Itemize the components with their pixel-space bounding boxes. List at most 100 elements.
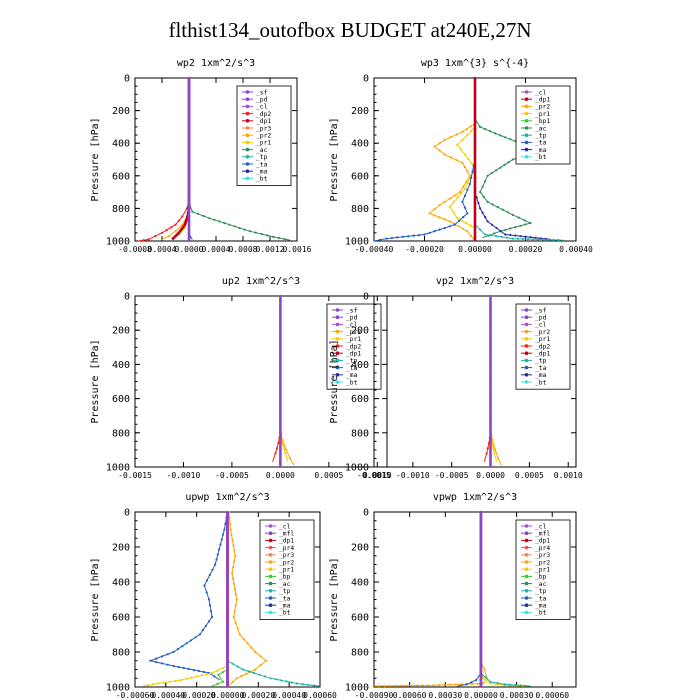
series-marker (479, 530, 482, 534)
series-marker (479, 620, 482, 624)
series-marker (206, 579, 209, 582)
series-marker (468, 182, 471, 185)
series-marker (476, 682, 479, 685)
series-marker (252, 671, 256, 675)
series-marker (174, 679, 177, 683)
panel-wp2: wp2 1xm^2/s^3 Pressure [hPa] 0 200 400 600 800… (90, 58, 312, 254)
series-marker (489, 445, 492, 448)
legend-marker (524, 538, 529, 543)
series-marker (473, 107, 477, 110)
series-marker (504, 136, 507, 139)
series-marker (254, 231, 257, 234)
series-marker (211, 568, 214, 571)
series-marker (231, 662, 234, 665)
series-marker (279, 430, 282, 433)
series-marker (479, 570, 482, 574)
series-marker (467, 157, 470, 161)
series-marker (473, 117, 477, 120)
series-marker (473, 189, 477, 192)
legend-marker (335, 380, 340, 384)
legend-marker (524, 97, 529, 101)
series-marker (172, 650, 175, 654)
series-marker (210, 610, 213, 613)
series-marker (279, 410, 282, 413)
series-marker (241, 668, 244, 671)
legend-entry: _bt (256, 176, 268, 183)
series-marker (226, 670, 229, 674)
series-marker (160, 662, 164, 665)
series-marker (279, 340, 282, 343)
series-marker (484, 233, 487, 236)
series-marker (519, 224, 522, 227)
series-marker (466, 182, 469, 185)
series-marker (473, 148, 477, 151)
series-marker (489, 682, 492, 685)
series-marker (412, 234, 415, 237)
series-marker (479, 555, 482, 559)
x-tick-label: 0.00040 (272, 691, 306, 700)
series-marker (279, 445, 282, 448)
series-marker (279, 365, 282, 368)
series-marker (226, 535, 229, 539)
series-marker (514, 684, 517, 687)
series-marker (460, 148, 463, 151)
legend-marker (524, 322, 529, 327)
series-marker (187, 117, 191, 120)
legend-entry: _ta (535, 140, 547, 147)
series-marker (187, 229, 191, 232)
series-marker (405, 684, 408, 687)
series-marker (503, 683, 506, 686)
series-marker (226, 510, 229, 514)
series-marker (208, 573, 211, 577)
series-line-pr1 (142, 512, 228, 687)
series-marker (473, 76, 477, 80)
series-marker (473, 102, 477, 105)
legend-marker (524, 308, 529, 312)
series-marker (524, 235, 527, 238)
y-tick-label: 400 (112, 578, 130, 589)
legend-entry: _cl (535, 523, 547, 530)
x-tick-label: 0.00060 (303, 691, 337, 700)
series-marker (226, 540, 229, 544)
series-marker (473, 214, 477, 217)
legend-marker (268, 603, 273, 607)
series-marker (481, 211, 484, 214)
series-marker (187, 132, 191, 136)
series-marker (542, 238, 545, 241)
series-marker (220, 538, 223, 541)
series-marker (223, 222, 226, 225)
series-marker (461, 227, 465, 230)
series-marker (470, 235, 473, 238)
legend-marker (245, 140, 250, 145)
legend-marker (524, 329, 529, 334)
series-marker (279, 425, 282, 428)
legend-entry: _pd (256, 97, 268, 104)
series-marker (479, 650, 482, 654)
series-marker (443, 200, 446, 203)
series-marker (272, 235, 275, 238)
legend-marker (524, 603, 529, 607)
x-tick-label: 0.00000 (211, 691, 245, 700)
legend-entry: _pr2 (346, 329, 361, 336)
series-line-pr2 (428, 78, 476, 242)
series-marker (479, 535, 482, 539)
series-marker (185, 677, 188, 680)
legend-entry: _pr3 (256, 125, 271, 132)
series-marker (489, 440, 492, 443)
series-marker (197, 669, 200, 673)
legend-entry: _ta (256, 161, 268, 168)
legend-marker (335, 315, 340, 320)
series-marker (454, 683, 457, 686)
series-marker (499, 166, 502, 169)
legend-marker (524, 119, 529, 123)
series-marker (279, 385, 282, 388)
series-marker (226, 680, 229, 684)
series-marker (511, 158, 514, 161)
series-marker (226, 530, 229, 534)
series-marker (473, 153, 477, 156)
legend-entry: _ma (279, 603, 291, 610)
series-marker (494, 169, 498, 172)
series-marker (490, 172, 493, 175)
series-marker (269, 677, 272, 680)
series-marker (479, 640, 482, 644)
